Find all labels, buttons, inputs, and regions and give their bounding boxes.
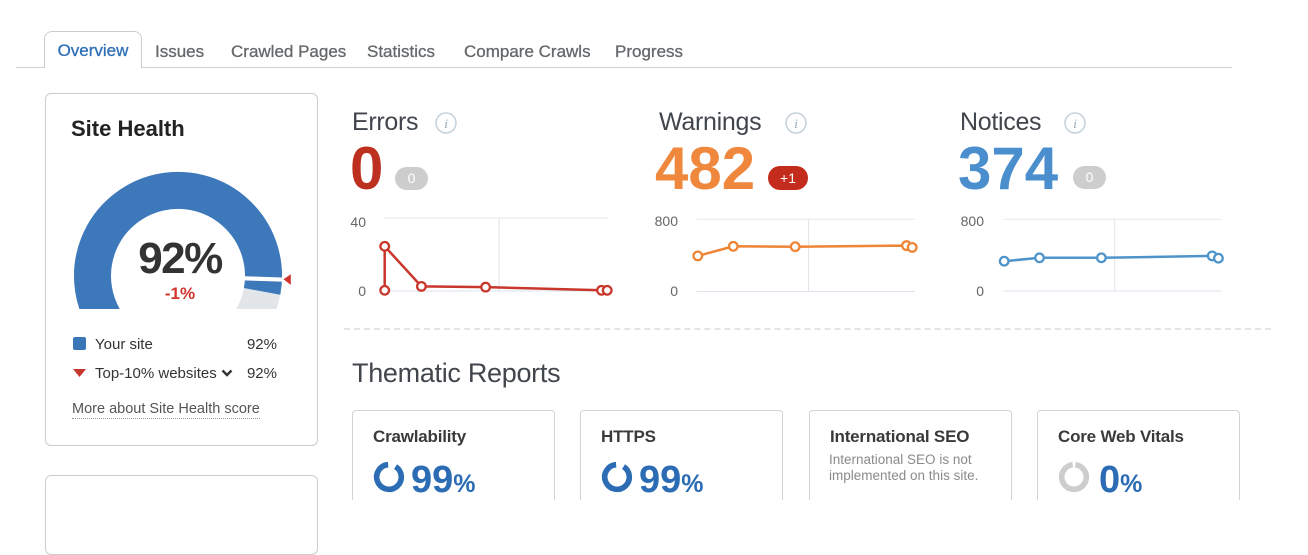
svg-text:0: 0 (358, 283, 366, 299)
svg-text:0: 0 (670, 283, 678, 299)
svg-text:i: i (794, 116, 798, 131)
svg-text:40: 40 (350, 214, 366, 230)
svg-text:800: 800 (655, 213, 679, 229)
svg-text:i: i (444, 116, 448, 131)
svg-text:0: 0 (976, 283, 984, 299)
svg-text:800: 800 (961, 213, 985, 229)
svg-text:i: i (1073, 116, 1077, 131)
